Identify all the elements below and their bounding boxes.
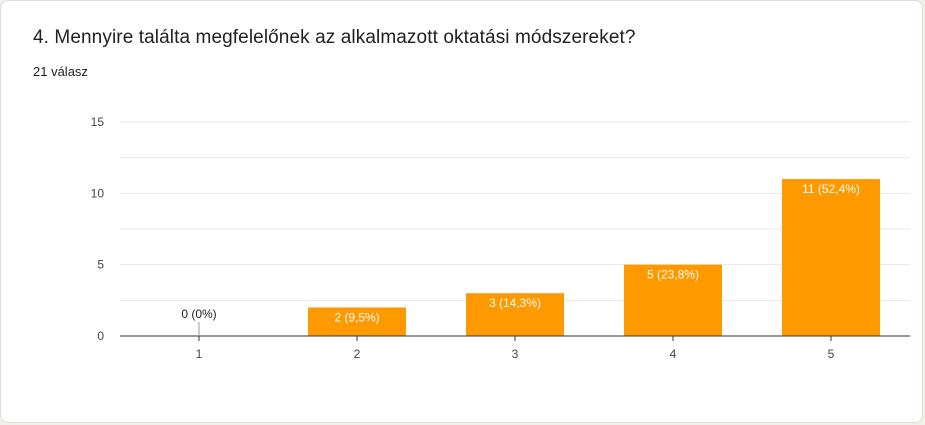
bar — [466, 293, 564, 336]
bar — [624, 264, 722, 336]
axes: 0 5 10 15 1 2 3 4 5 — [91, 115, 910, 361]
question-title: 4. Mennyire találta megfelelőnek az alka… — [33, 27, 636, 48]
data-label: 3 (14,3%) — [489, 296, 541, 310]
y-tick-label: 5 — [97, 258, 104, 272]
x-tick-label: 5 — [828, 347, 835, 361]
bar — [782, 179, 880, 336]
y-tick-label: 15 — [91, 115, 105, 129]
data-label: 5 (23,8%) — [647, 268, 699, 282]
data-label: 11 (52,4%) — [802, 182, 860, 196]
gridlines — [120, 121, 910, 301]
data-labels: 0 (0%) 2 (9,5%) 3 (14,3%) 5 (23,8%) 11 (52,4… — [181, 182, 860, 336]
bar — [308, 307, 406, 336]
x-tick-label: 2 — [354, 347, 361, 361]
x-tick-label: 3 — [512, 347, 519, 361]
y-tick-label: 10 — [91, 186, 105, 200]
x-tick-label: 4 — [670, 347, 677, 361]
data-label: 0 (0%) — [181, 307, 216, 321]
response-count: 21 válasz — [33, 64, 88, 79]
bars — [308, 179, 880, 336]
x-tick-label: 1 — [196, 347, 203, 361]
y-tick-label: 0 — [97, 329, 104, 343]
data-label: 2 (9,5%) — [334, 310, 379, 324]
